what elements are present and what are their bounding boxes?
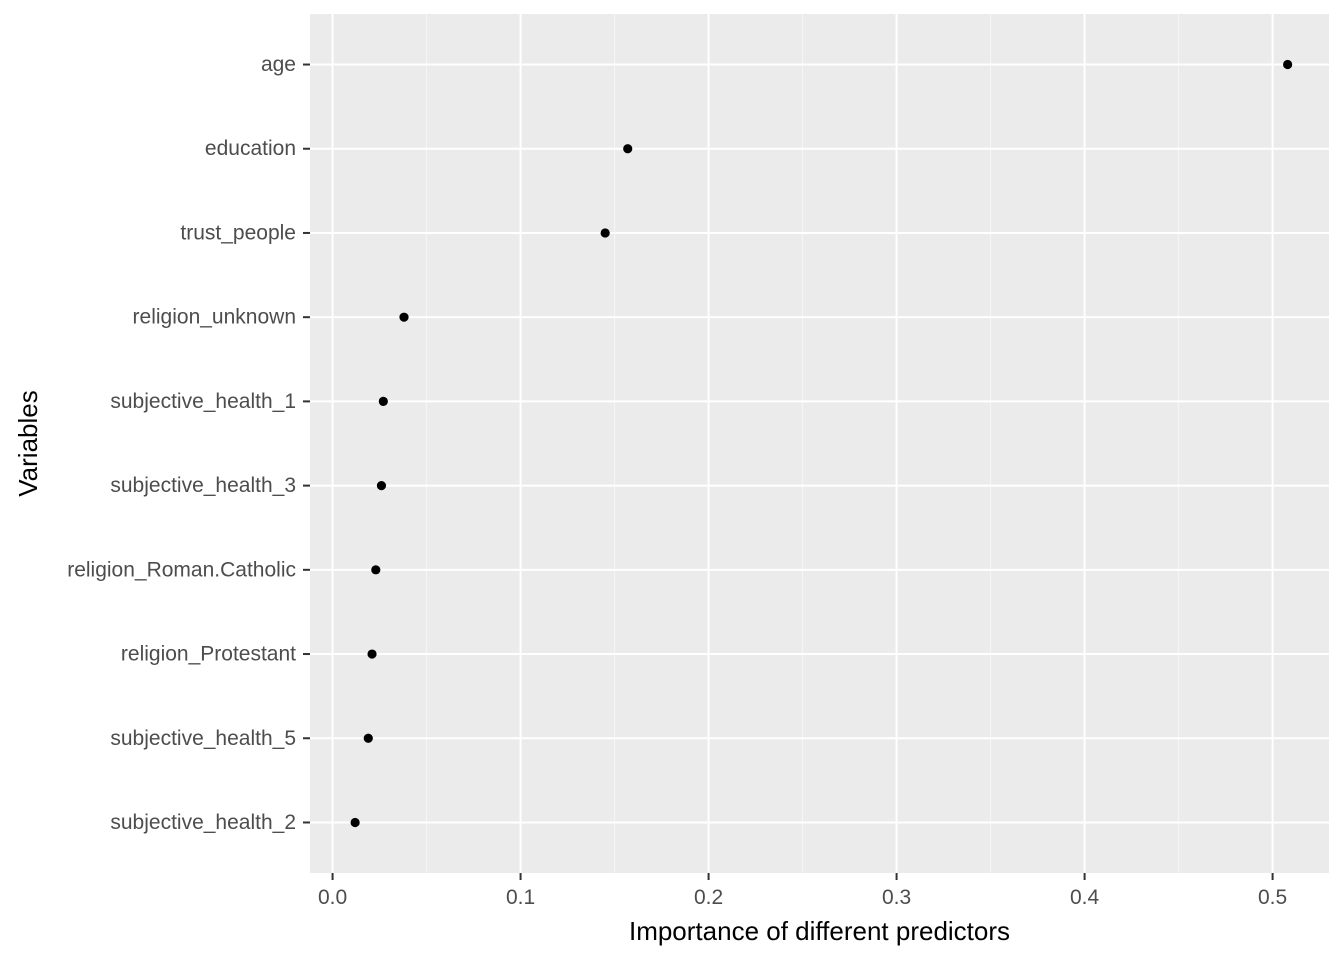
y-tick-label: subjective_health_2 (110, 811, 296, 834)
x-tick-label: 0.2 (694, 886, 723, 909)
x-tick-label: 0.3 (882, 886, 911, 909)
y-axis-title: Variables (13, 390, 43, 496)
data-point-age (1283, 59, 1293, 70)
data-point-religion_unknown (399, 312, 409, 322)
y-axis: age education trust_people religion_unknown… (67, 53, 310, 834)
y-tick-label: religion_unknown (133, 306, 296, 329)
data-point-subjective_health_1 (378, 396, 388, 406)
data-points (350, 59, 1293, 828)
data-point-subjective_health_5 (363, 733, 373, 743)
major-gridlines (310, 14, 1329, 873)
y-tick-label: subjective_health_5 (110, 727, 296, 750)
y-tick-label: religion_Roman.Catholic (67, 558, 296, 581)
data-point-religion_Protestant (367, 649, 377, 659)
y-tick-label: education (205, 137, 296, 160)
y-tick-label: subjective_health_1 (110, 390, 296, 413)
x-axis-title: Importance of different predictors (629, 916, 1010, 946)
y-tick-label: age (261, 53, 296, 76)
plot-panel (310, 14, 1329, 873)
data-point-religion_Roman.Catholic (371, 565, 381, 575)
data-point-subjective_health_2 (350, 817, 360, 828)
x-tick-label: 0.1 (506, 886, 535, 909)
x-tick-label: 0.0 (318, 886, 347, 909)
x-tick-label: 0.5 (1258, 886, 1287, 909)
y-tick-label: trust_people (180, 221, 296, 244)
x-axis: 0.0 0.1 0.2 0.3 0.4 0.5 (318, 873, 1287, 909)
y-tick-label: religion_Protestant (121, 643, 296, 666)
x-tick-label: 0.4 (1070, 886, 1100, 909)
data-point-subjective_health_3 (376, 481, 387, 491)
minor-gridlines (426, 14, 1180, 873)
data-point-education (623, 144, 633, 154)
y-tick-label: subjective_health_3 (110, 474, 296, 497)
data-point-trust_people (600, 228, 610, 238)
